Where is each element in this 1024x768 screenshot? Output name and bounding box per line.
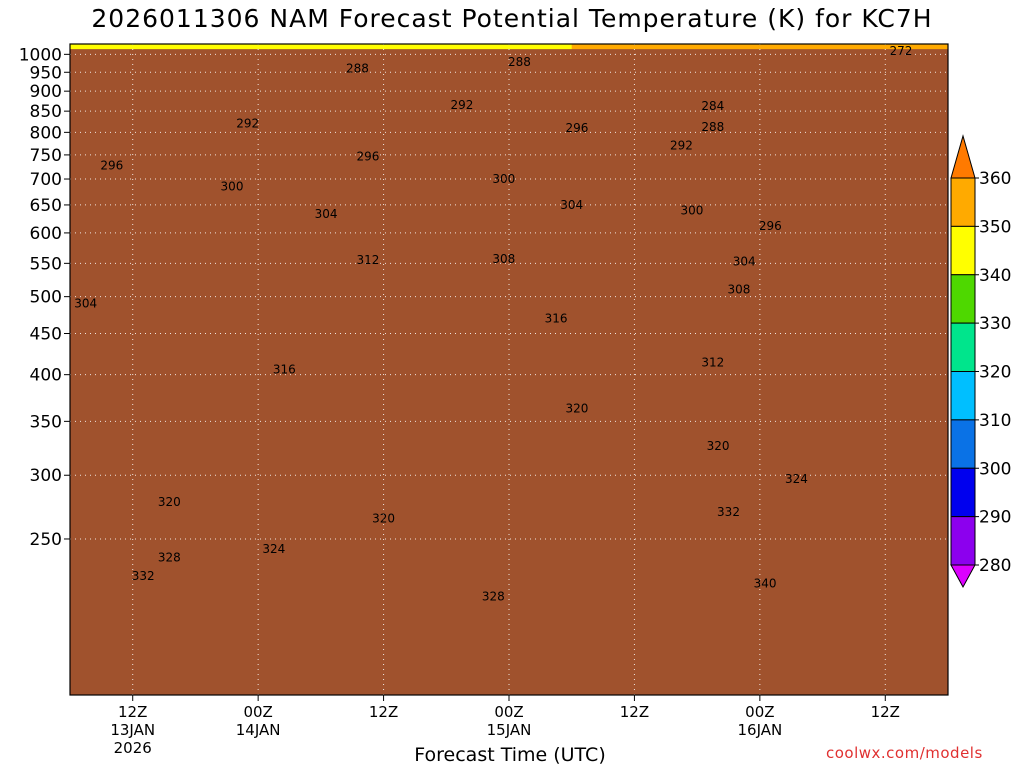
colorbar-tick-label: 290 [979, 508, 1011, 528]
contour-label: 292 [670, 139, 693, 153]
x-tick-label: 00Z [745, 703, 774, 721]
contour-label: 324 [262, 542, 285, 556]
colorbar-bin [950, 371, 976, 421]
contour-label: 320 [158, 495, 181, 509]
contour-label: 312 [701, 356, 724, 370]
y-tick-label: 400 [30, 366, 62, 386]
colorbar-tick-label: 340 [979, 266, 1011, 286]
colorbar-tick-label: 300 [979, 459, 1011, 479]
grid [70, 44, 948, 695]
x-tick-label: 2026 [114, 739, 152, 757]
ground-strip [70, 49, 948, 695]
y-tick-label: 800 [30, 123, 62, 143]
contour-label: 332 [717, 505, 740, 519]
x-tick-label: 12Z [871, 703, 900, 721]
contour-label: 296 [759, 219, 782, 233]
contour-label: 288 [346, 62, 369, 76]
contour-label: 292 [236, 117, 259, 131]
contour-label: 288 [508, 55, 531, 69]
x-tick-label: 14JAN [236, 721, 281, 739]
y-tick-label: 250 [30, 530, 62, 550]
contour-label: 288 [701, 120, 724, 134]
y-tick-label: 300 [30, 466, 62, 486]
contour-label: 316 [545, 311, 568, 325]
contour-label: 328 [482, 590, 505, 604]
colorbar-bin [950, 419, 976, 469]
y-tick-label: 650 [30, 196, 62, 216]
y-tick-label: 550 [30, 254, 62, 274]
y-tick-label: 850 [30, 102, 62, 122]
y-tick-label: 1000 [19, 45, 62, 65]
y-tick-label: 450 [30, 324, 62, 344]
colorbar-labels: 360 350 340 330 320 310 300 290 280 [975, 169, 1011, 576]
contour-label: 308 [727, 283, 750, 297]
colorbar-tick-label: 330 [979, 314, 1011, 334]
colorbar-tick-label: 280 [979, 556, 1011, 576]
x-axis-title: Forecast Time (UTC) [414, 744, 606, 766]
contour-label: 284 [701, 99, 724, 113]
contour-label: 296 [356, 149, 379, 163]
x-tick-label: 15JAN [487, 721, 532, 739]
colorbar-tick-label: 360 [979, 169, 1011, 189]
colorbar-bin [950, 225, 976, 276]
x-tick-label: 13JAN [110, 721, 155, 739]
contour-label: 340 [754, 577, 777, 591]
colorbar: 360 350 340 330 320 310 300 290 280 [950, 134, 1011, 589]
contour-label: 304 [315, 207, 338, 221]
x-tick-label: 12Z [369, 703, 398, 721]
contour-label: 308 [492, 252, 515, 266]
contour-label: 296 [565, 121, 588, 135]
contour-label: 304 [733, 254, 756, 268]
colorbar-tick-label: 320 [979, 363, 1011, 383]
colorbar-bin [950, 322, 976, 372]
y-tick-label: 950 [30, 63, 62, 83]
colorbar-top-arrow [950, 134, 976, 179]
y-tick-label: 700 [30, 170, 62, 190]
y-tick-label: 750 [30, 146, 62, 166]
colorbar-bin [950, 516, 976, 566]
contour-label: 292 [451, 98, 474, 112]
contour-label: 300 [492, 172, 515, 186]
colorbar-bin [950, 467, 976, 518]
contour-label: 320 [565, 402, 588, 416]
contour-label: 304 [560, 198, 583, 212]
x-tick-label: 00Z [243, 703, 272, 721]
y-tick-label: 500 [30, 288, 62, 308]
contour-label: 300 [680, 203, 703, 217]
x-tick-label: 12Z [118, 703, 147, 721]
contour-label: 316 [273, 362, 296, 376]
x-tick-label: 00Z [494, 703, 523, 721]
colorbar-bin [950, 177, 976, 227]
y-tick-label: 900 [30, 82, 62, 102]
y-tick-label: 600 [30, 224, 62, 244]
contour-label: 328 [158, 551, 181, 565]
site-credit[interactable]: coolwx.com/models [826, 744, 983, 762]
colorbar-bin [950, 274, 976, 324]
contour-label: 272 [890, 44, 913, 58]
contour-label: 312 [356, 253, 379, 267]
colorbar-tick-label: 350 [979, 217, 1011, 237]
contour-label: 296 [100, 158, 123, 172]
x-tick-label: 16JAN [737, 721, 782, 739]
filled-layers [70, 44, 948, 695]
chart-title: 2026011306 NAM Forecast Potential Temper… [91, 4, 933, 33]
contour-label: 332 [132, 569, 155, 583]
x-tick-label: 12Z [620, 703, 649, 721]
contour-label: 320 [372, 512, 395, 526]
contour-label: 304 [74, 297, 97, 311]
colorbar-bottom-arrow [950, 564, 976, 589]
contour-label: 324 [785, 472, 808, 486]
colorbar-tick-label: 310 [979, 411, 1011, 431]
contour-label: 300 [221, 180, 244, 194]
contour-label: 320 [707, 439, 730, 453]
y-tick-label: 350 [30, 412, 62, 432]
